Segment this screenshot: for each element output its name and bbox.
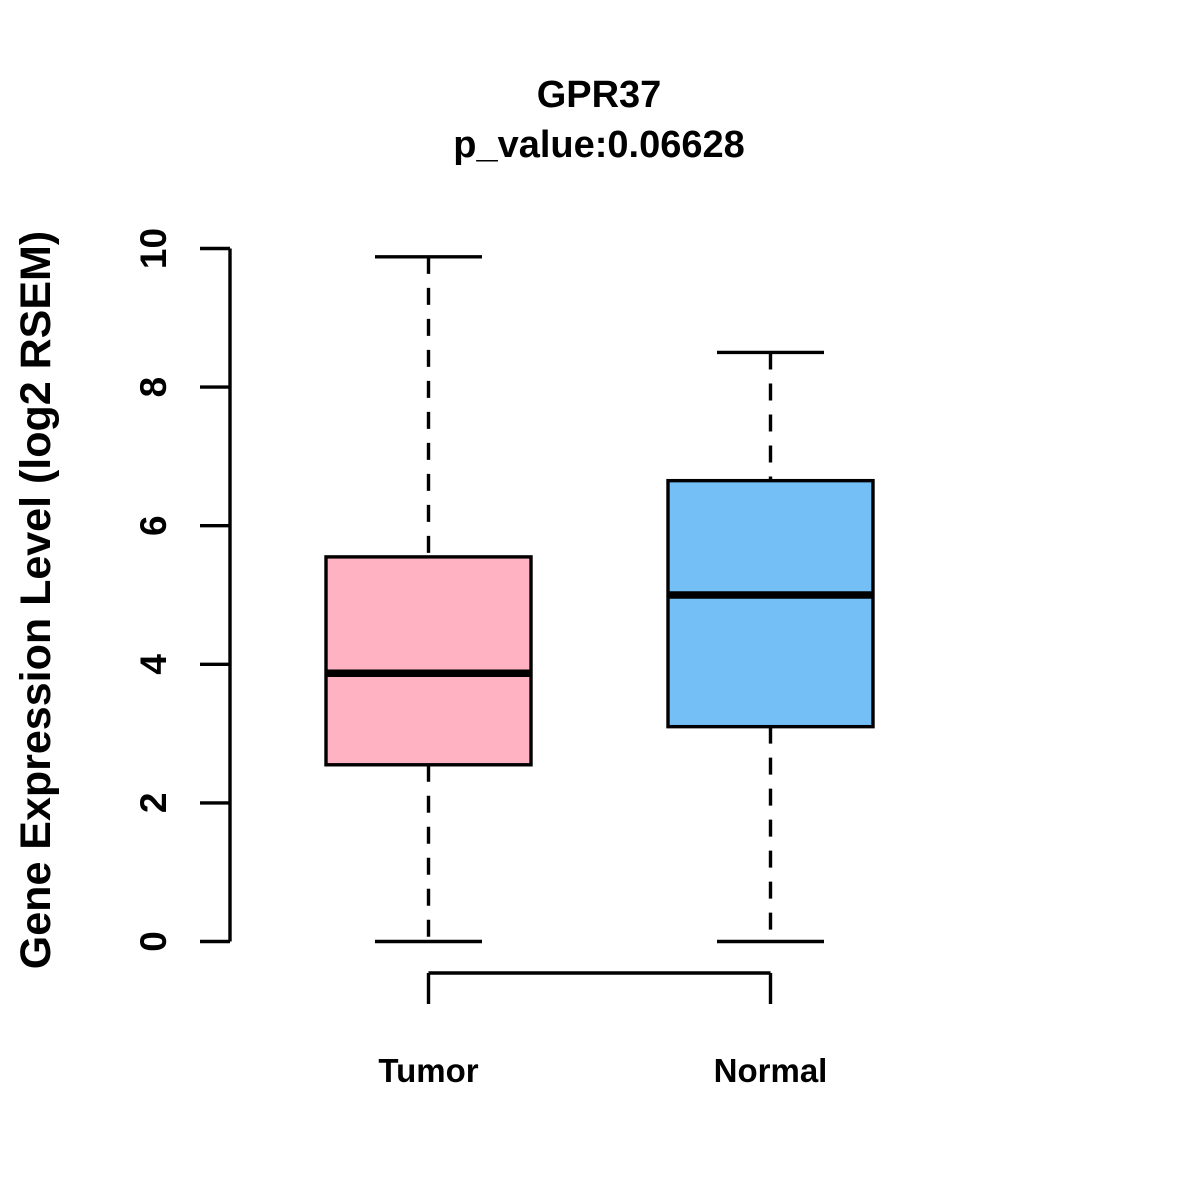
box-group <box>324 255 875 944</box>
y-tick-label-6: 6 <box>133 515 174 536</box>
y-axis: 0 2 4 6 8 10 <box>133 228 232 952</box>
y-tick-label-2: 2 <box>133 793 174 814</box>
tumor-box <box>324 555 533 767</box>
x-label-normal: Normal <box>714 1052 828 1089</box>
y-tick-label-10: 10 <box>133 228 174 269</box>
y-tick-label-0: 0 <box>133 931 174 952</box>
normal-box <box>666 478 875 729</box>
x-axis-bracket <box>426 971 773 1004</box>
y-axis-label: Gene Expression Level (log2 RSEM) <box>12 231 60 969</box>
x-label-tumor: Tumor <box>378 1052 478 1089</box>
y-tick-label-4: 4 <box>133 654 174 675</box>
chart-subtitle: p_value:0.06628 <box>453 124 745 166</box>
chart-title: GPR37 <box>537 74 662 116</box>
y-tick-label-8: 8 <box>133 377 174 398</box>
